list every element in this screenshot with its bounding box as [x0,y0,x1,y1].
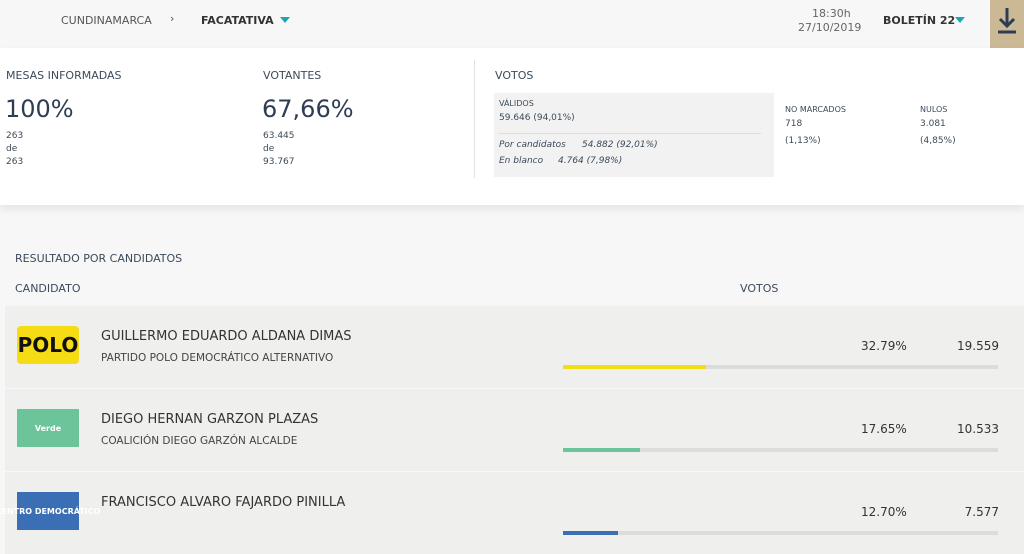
date: 27/10/2019 [798,21,862,34]
label: VOTOS [495,69,534,82]
count: 263 [6,131,24,141]
party-logo: POLO [17,326,79,364]
value: 4.764 (7,98%) [558,156,623,166]
votes: 7.577 [964,505,999,519]
candidate-name: DIEGO HERNAN GARZON PLAZAS [101,412,319,427]
party-name: COALICIÓN DIEGO GARZÓN ALCALDE [101,435,298,447]
total: 93.767 [263,157,295,167]
votes: 19.559 [957,339,999,353]
party-logo: Verde [17,409,79,447]
candidate-row: Verde DIEGO HERNAN GARZON PLAZAS COALICIÓN… [5,389,1024,471]
party-name: PARTIDO POLO DEMOCRÁTICO ALTERNATIVO [101,352,334,364]
percent: 12.70% [861,505,907,519]
value: 67,66% [262,95,354,123]
page: CUNDINAMARCA › FACATATIVA 18:30h 27/10/2… [0,0,1024,535]
column-header: CANDIDATO [15,282,81,295]
label: VOTANTES [263,69,322,82]
label: MESAS INFORMADAS [6,69,122,82]
percent: (4,85%) [920,136,956,146]
candidate-row: CENTRO DEMOCRÁTICO FRANCISCO ALVARO FAJAR… [0,472,1024,554]
candidate-name: GUILLERMO EDUARDO ALDANA DIMAS [101,329,352,344]
valid-box: VÁLIDOS 59.646 (94,01%) Por candidatos 5… [494,93,774,177]
percent: 17.65% [861,422,907,436]
divider [474,60,475,178]
column-header: VOTOS [740,282,779,295]
candidate-name: FRANCISCO ALVARO FAJARDO PINILLA [101,495,346,510]
dropdown-arrow[interactable] [280,17,290,28]
department[interactable]: CUNDINAMARCA [61,14,152,27]
count: 3.081 [920,119,946,129]
bulletin[interactable]: BOLETÍN 22 [883,14,956,27]
votes: 10.533 [957,422,999,436]
label: VÁLIDOS [499,99,534,108]
top-bar: CUNDINAMARCA › FACATATIVA 18:30h 27/10/2… [0,0,1024,48]
section-title: RESULTADO POR CANDIDATOS [15,252,183,265]
value: 100% [5,95,74,123]
progress-bar [563,448,640,452]
of: de [263,144,275,154]
progress-bar [563,531,619,535]
count: 63.445 [263,131,295,141]
summary-card: MESAS INFORMADAS 100% 263 de 263 VOTANTE… [0,48,1024,205]
count: 718 [785,119,803,129]
candidate-row: POLO GUILLERMO EDUARDO ALDANA DIMAS PARTID… [5,306,1024,388]
percent: 32.79% [861,339,907,353]
label: Por candidatos [499,140,566,150]
value: 54.882 (92,01%) [582,140,658,150]
percent: (1,13%) [785,136,821,146]
label: NO MARCADOS [785,105,846,114]
of: de [6,144,18,154]
value: 59.646 (94,01%) [499,113,575,123]
label: NULOS [920,105,948,114]
label: En blanco [499,156,544,166]
progress-track [563,448,998,452]
total: 263 [6,157,24,167]
time: 18:30h [812,7,851,20]
download-button[interactable] [990,0,1024,48]
separator: › [170,12,175,25]
divider [499,133,761,134]
municipality[interactable]: FACATATIVA [201,14,274,27]
progress-track [563,365,998,369]
progress-track [563,531,998,535]
progress-bar [563,365,706,369]
party-logo: CENTRO DEMOCRÁTICO [0,492,100,530]
dropdown-arrow[interactable] [955,17,965,28]
